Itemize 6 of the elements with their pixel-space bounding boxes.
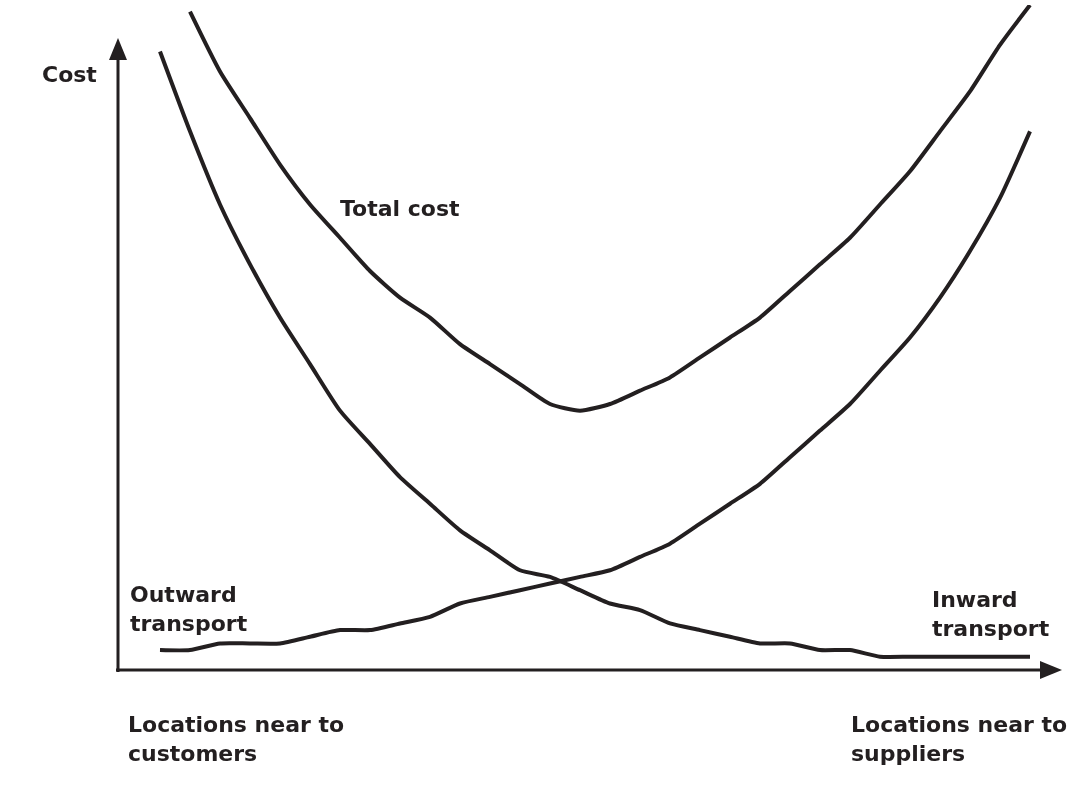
series-label: Total cost [340, 196, 461, 221]
y-axis-title: Cost [42, 62, 98, 87]
text: Locations near to suppliers [851, 712, 1068, 766]
series-label: Outward transport [130, 582, 248, 636]
series-label: Inward transport [932, 587, 1050, 641]
text: Locations near to customers [128, 712, 345, 766]
